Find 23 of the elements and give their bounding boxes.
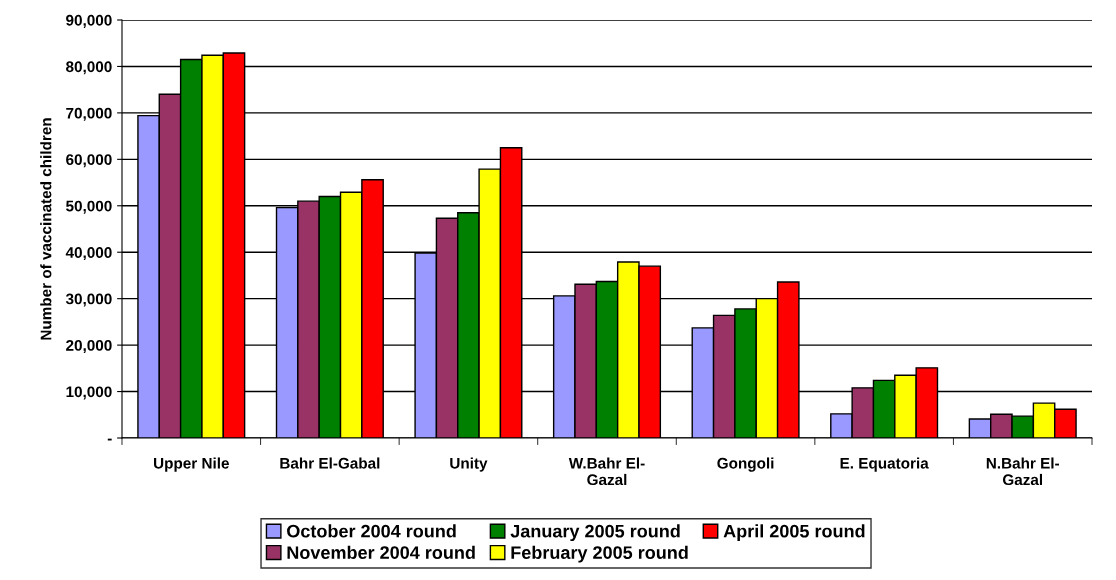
legend-label: February 2005 round bbox=[511, 545, 688, 563]
y-tick-label: 40,000 bbox=[65, 247, 112, 261]
y-axis-title: Number of vaccinated children bbox=[40, 118, 52, 340]
x-tick-label: E. Equatoria bbox=[840, 457, 929, 472]
y-tick-label: 70,000 bbox=[66, 107, 112, 121]
x-tick-label: Gongoli bbox=[717, 457, 774, 472]
legend-label: October 2004 round bbox=[287, 524, 456, 538]
x-tick-label: N.Bahr El- Gazal bbox=[986, 457, 1060, 486]
y-tick-label: 50,000 bbox=[66, 200, 112, 214]
x-tick-label: W.Bahr El- Gazal bbox=[568, 457, 645, 486]
y-tick-label: - bbox=[107, 438, 112, 441]
y-tick-label: 90,000 bbox=[66, 14, 112, 28]
x-tick-label: Bahr El-Gabal bbox=[280, 457, 380, 469]
y-tick-label: 80,000 bbox=[66, 61, 112, 75]
legend-label: January 2005 round bbox=[510, 524, 680, 542]
legend-label: November 2004 round bbox=[287, 545, 475, 559]
y-tick-label: 30,000 bbox=[65, 293, 112, 307]
y-tick-label: 60,000 bbox=[66, 154, 112, 168]
y-tick-label: 10,000 bbox=[66, 386, 112, 400]
x-tick-label: Upper Nile bbox=[154, 457, 229, 472]
y-tick-label: 20,000 bbox=[66, 339, 112, 354]
legend-label: April 2005 round bbox=[723, 524, 865, 542]
x-tick-label: Unity bbox=[450, 457, 488, 472]
